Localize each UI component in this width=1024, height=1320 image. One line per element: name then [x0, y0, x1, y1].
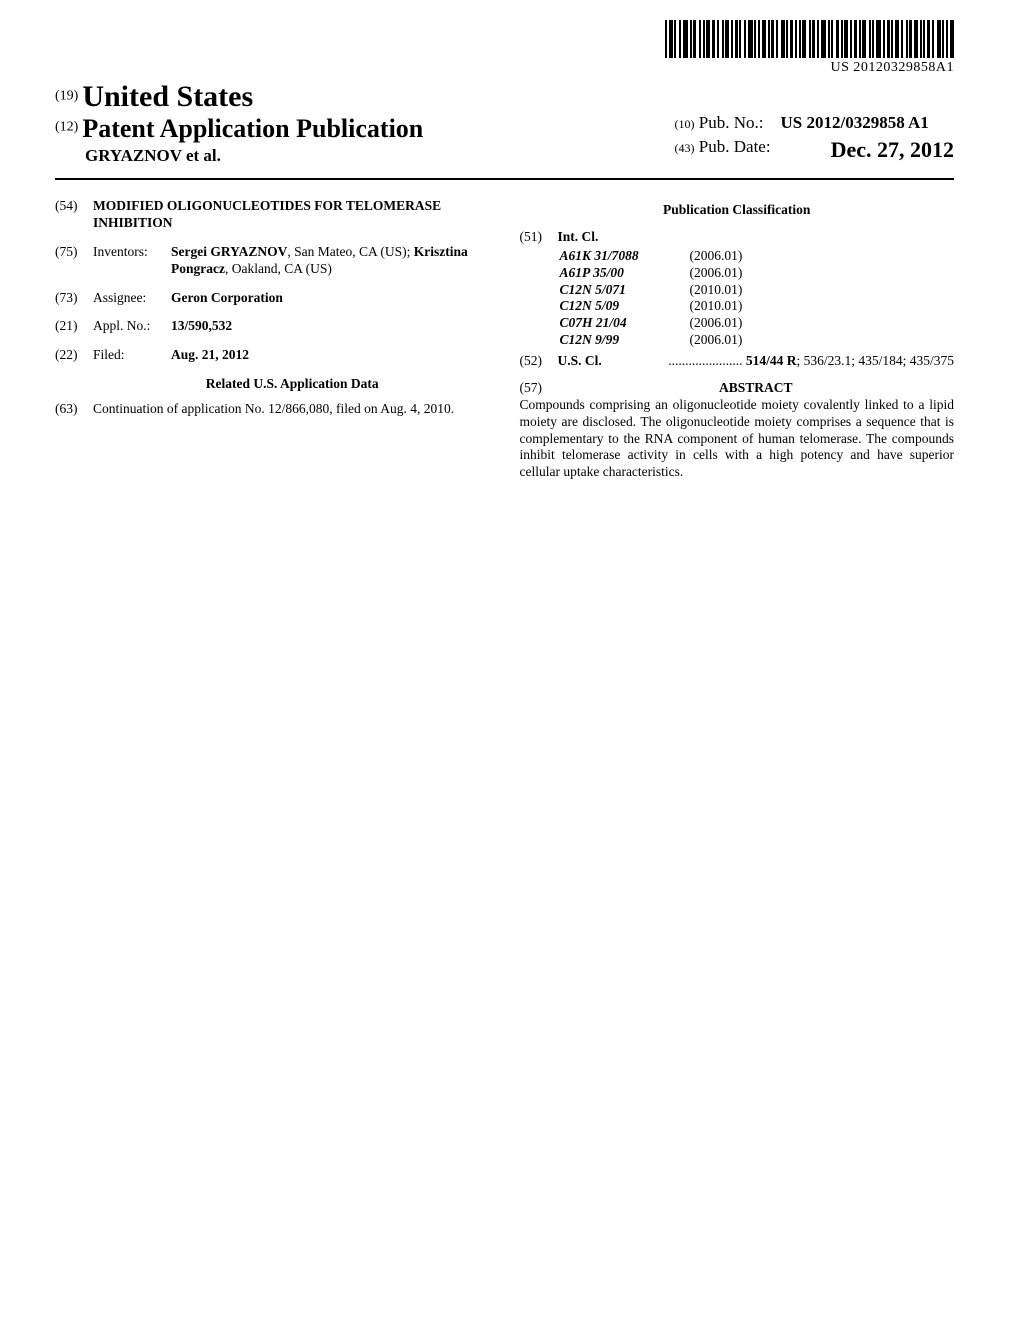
publication-type-title: Patent Application Publication [82, 114, 423, 143]
field-75-label: Inventors: [93, 244, 171, 278]
related-data-title: Related U.S. Application Data [95, 376, 490, 393]
field-52-uscl: (52) U.S. Cl. ...................... 514… [520, 353, 955, 370]
pub-date-line: (43) Pub. Date: Dec. 27, 2012 [675, 137, 954, 157]
pub-date-label: Pub. Date: [699, 137, 771, 156]
intcl-code: A61K 31/7088 [560, 248, 690, 265]
intcl-code: C12N 9/99 [560, 332, 690, 349]
field-51-num: (51) [520, 229, 558, 246]
right-column: Publication Classification (51) Int. Cl.… [520, 198, 955, 481]
field-22-filed: (22) Filed: Aug. 21, 2012 [55, 347, 490, 364]
intcl-year: (2006.01) [690, 248, 743, 265]
field-73-value: Geron Corporation [171, 290, 490, 307]
pub-date-value: Dec. 27, 2012 [831, 137, 954, 163]
intcl-year: (2006.01) [690, 265, 743, 282]
field-63-continuation: (63) Continuation of application No. 12/… [55, 401, 490, 418]
prefix-12: (12) [55, 120, 78, 135]
inventor-1-rest: , San Mateo, CA (US); [287, 244, 413, 259]
intcl-row: C12N 9/99(2006.01) [520, 332, 955, 349]
field-73-num: (73) [55, 290, 93, 307]
field-22-value: Aug. 21, 2012 [171, 347, 490, 364]
field-22-num: (22) [55, 347, 93, 364]
field-73-label: Assignee: [93, 290, 171, 307]
header-divider [55, 178, 954, 180]
intcl-row: C12N 5/071(2010.01) [520, 282, 955, 299]
country-title: United States [82, 80, 253, 113]
intcl-row: C07H 21/04(2006.01) [520, 315, 955, 332]
intcl-code: C07H 21/04 [560, 315, 690, 332]
intcl-year: (2010.01) [690, 298, 743, 315]
field-21-applno: (21) Appl. No.: 13/590,532 [55, 318, 490, 335]
authors-surname-line: GRYAZNOV et al. [85, 146, 423, 166]
intcl-year: (2006.01) [690, 332, 743, 349]
prefix-10: (10) [675, 117, 695, 131]
field-52-label: U.S. Cl. [558, 353, 618, 370]
inventor-1-name: Sergei GRYAZNOV [171, 244, 287, 259]
field-22-label: Filed: [93, 347, 171, 364]
pub-classification-title: Publication Classification [520, 202, 955, 219]
field-75-inventors: (75) Inventors: Sergei GRYAZNOV, San Mat… [55, 244, 490, 278]
intcl-row: A61P 35/00(2006.01) [520, 265, 955, 282]
field-52-rest: ; 536/23.1; 435/184; 435/375 [796, 353, 954, 368]
abstract-body: Compounds comprising an oligonucleotide … [520, 397, 955, 481]
field-54-num: (54) [55, 198, 93, 232]
field-52-value: ...................... 514/44 R; 536/23.… [618, 353, 955, 370]
intcl-row: A61K 31/7088(2006.01) [520, 248, 955, 265]
intcl-list: A61K 31/7088(2006.01)A61P 35/00(2006.01)… [520, 248, 955, 349]
intcl-code: C12N 5/09 [560, 298, 690, 315]
pub-no-label: Pub. No.: [699, 113, 764, 132]
field-54-title: (54) MODIFIED OLIGONUCLEOTIDES FOR TELOM… [55, 198, 490, 232]
field-54-value: MODIFIED OLIGONUCLEOTIDES FOR TELOMERASE… [93, 198, 490, 232]
field-51-intcl: (51) Int. Cl. [520, 229, 955, 246]
intcl-code: C12N 5/071 [560, 282, 690, 299]
field-21-num: (21) [55, 318, 93, 335]
intcl-row: C12N 5/09(2010.01) [520, 298, 955, 315]
pub-no-line: (10) Pub. No.: US 2012/0329858 A1 [675, 113, 954, 133]
header-left: (19) United States (12) Patent Applicati… [55, 80, 423, 166]
field-52-num: (52) [520, 353, 558, 370]
field-57-abstract-header: (57) ABSTRACT [520, 380, 955, 397]
prefix-19: (19) [55, 89, 78, 104]
field-21-value: 13/590,532 [171, 318, 490, 335]
field-63-value: Continuation of application No. 12/866,0… [93, 401, 490, 418]
field-21-label: Appl. No.: [93, 318, 171, 335]
document-header: (19) United States (12) Patent Applicati… [55, 80, 954, 166]
field-52-bold: 514/44 R [746, 353, 797, 368]
pub-no-value: US 2012/0329858 A1 [781, 113, 929, 132]
field-57-num: (57) [520, 380, 558, 397]
header-right: (10) Pub. No.: US 2012/0329858 A1 (43) P… [675, 113, 954, 163]
field-75-num: (75) [55, 244, 93, 278]
field-51-label: Int. Cl. [558, 229, 599, 246]
abstract-label: ABSTRACT [558, 380, 955, 397]
left-column: (54) MODIFIED OLIGONUCLEOTIDES FOR TELOM… [55, 198, 490, 481]
barcode-region: US 20120329858A1 [665, 20, 954, 76]
field-75-value: Sergei GRYAZNOV, San Mateo, CA (US); Kri… [171, 244, 490, 278]
body-columns: (54) MODIFIED OLIGONUCLEOTIDES FOR TELOM… [55, 198, 954, 481]
barcode-text: US 20120329858A1 [665, 60, 954, 76]
intcl-year: (2010.01) [690, 282, 743, 299]
intcl-year: (2006.01) [690, 315, 743, 332]
inventor-2-rest: , Oakland, CA (US) [225, 261, 332, 276]
intcl-code: A61P 35/00 [560, 265, 690, 282]
prefix-43: (43) [675, 141, 695, 155]
field-52-dots: ...................... [668, 353, 746, 368]
field-63-num: (63) [55, 401, 93, 418]
barcode-graphic [665, 20, 954, 58]
field-73-assignee: (73) Assignee: Geron Corporation [55, 290, 490, 307]
